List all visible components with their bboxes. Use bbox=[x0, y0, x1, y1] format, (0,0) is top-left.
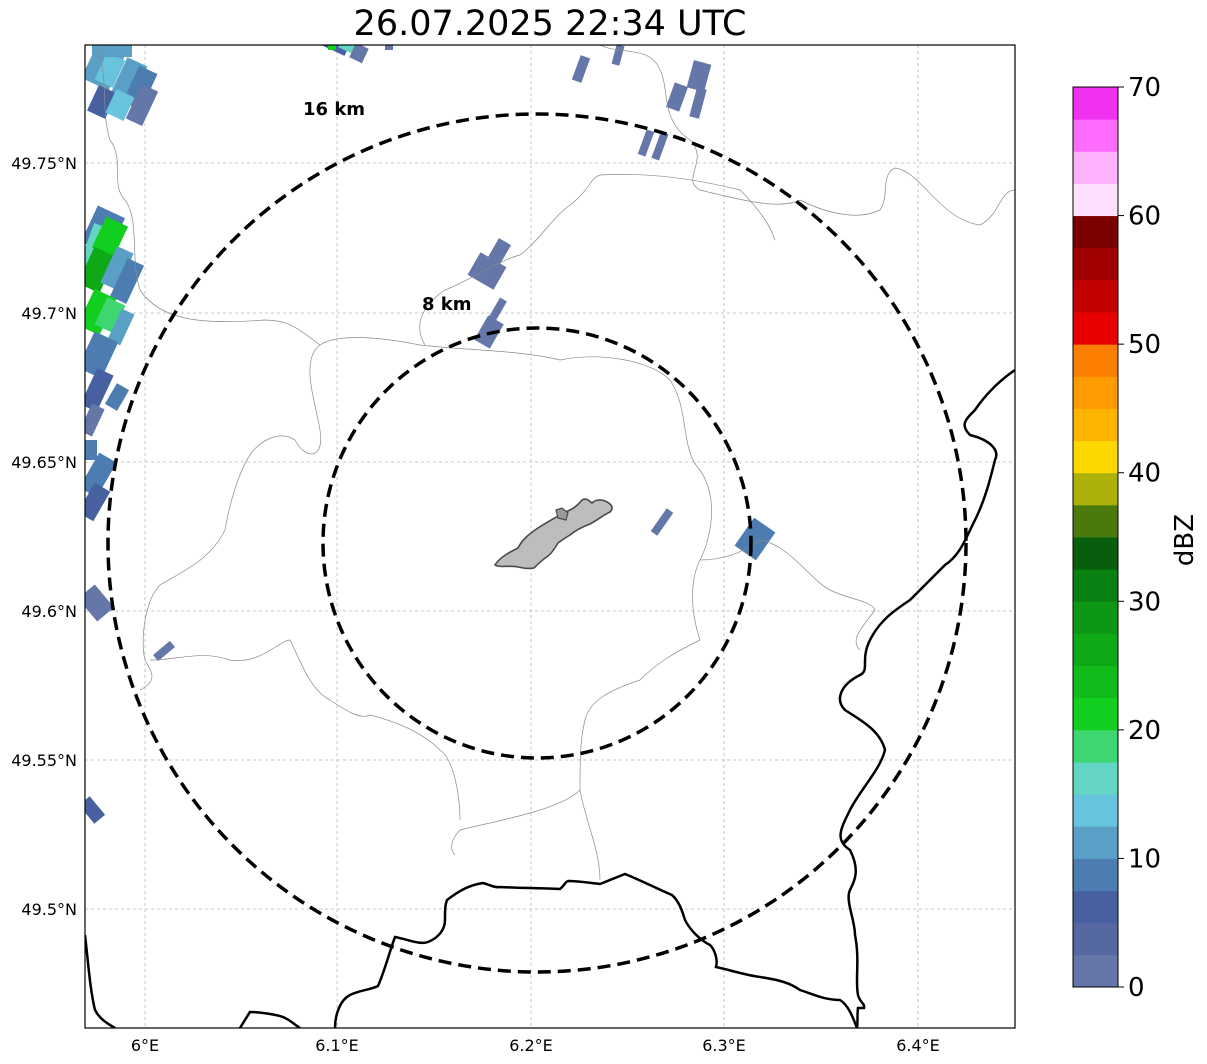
map-frame bbox=[84, 44, 1016, 1029]
colorbar-segment bbox=[1073, 247, 1118, 281]
lat-tick-label: 49.5°N bbox=[21, 900, 77, 919]
range-ring-16km bbox=[106, 112, 968, 974]
map-title: 26.07.2025 22:34 UTC bbox=[353, 4, 747, 44]
colorbar-segment bbox=[1073, 504, 1118, 538]
colorbar-segment bbox=[1073, 858, 1118, 892]
lat-tick-label: 49.6°N bbox=[21, 602, 77, 621]
lat-tick-label: 49.7°N bbox=[21, 304, 77, 323]
colorbar-frame bbox=[1072, 86, 1119, 988]
city-area-detail bbox=[555, 507, 569, 521]
colorbar-segment bbox=[1073, 826, 1118, 859]
colorbar-segment bbox=[1073, 922, 1118, 956]
colorbar-segment bbox=[1073, 440, 1118, 474]
colorbar-segment bbox=[1073, 794, 1118, 827]
colorbar-segment bbox=[1073, 344, 1118, 377]
colorbar-segment bbox=[1073, 697, 1118, 731]
colorbar-label: dBZ bbox=[1170, 514, 1200, 566]
colorbar-tick-label: 20 bbox=[1128, 716, 1161, 746]
colorbar-tick-label: 30 bbox=[1128, 587, 1161, 617]
lon-tick-label: 6.4°E bbox=[896, 1036, 940, 1055]
colorbar-segment bbox=[1073, 633, 1118, 667]
city-area bbox=[493, 498, 613, 570]
lon-tick-label: 6.1°E bbox=[315, 1036, 359, 1055]
colorbar-tick-label: 60 bbox=[1128, 202, 1161, 232]
colorbar-tick-label: 0 bbox=[1128, 973, 1145, 1003]
colorbar-segment bbox=[1073, 183, 1118, 217]
colorbar-ticks: 0 10 20 30 40 50 60 70 bbox=[1118, 73, 1161, 1003]
colorbar-segment bbox=[1073, 312, 1118, 345]
lon-tick-label: 6°E bbox=[131, 1036, 159, 1055]
colorbar bbox=[1073, 87, 1118, 988]
colorbar-segment bbox=[1073, 665, 1118, 699]
lon-tick-label: 6.3°E bbox=[702, 1036, 746, 1055]
colorbar-segment bbox=[1073, 729, 1118, 763]
country-border bbox=[85, 368, 1015, 1028]
colorbar-segment bbox=[1073, 151, 1118, 184]
lat-tick-label: 49.65°N bbox=[11, 453, 77, 472]
lat-tick-label: 49.75°N bbox=[11, 154, 77, 173]
colorbar-segment bbox=[1073, 601, 1118, 634]
radar-echoes bbox=[85, 45, 776, 824]
colorbar-segment bbox=[1073, 376, 1118, 409]
colorbar-segment bbox=[1073, 537, 1118, 570]
colorbar-tick-label: 40 bbox=[1128, 459, 1161, 489]
colorbar-segment bbox=[1073, 954, 1118, 988]
colorbar-segment bbox=[1073, 890, 1118, 924]
colorbar-tick-label: 50 bbox=[1128, 330, 1161, 360]
lon-tick-label: 6.2°E bbox=[509, 1036, 553, 1055]
colorbar-segment bbox=[1073, 472, 1118, 506]
range-ring-8km bbox=[321, 326, 753, 760]
colorbar-segment bbox=[1073, 279, 1118, 313]
gridlines bbox=[85, 45, 1015, 1028]
ring-label-8km: 8 km bbox=[422, 294, 472, 315]
colorbar-tick-label: 70 bbox=[1128, 73, 1161, 103]
lat-tick-label: 49.55°N bbox=[11, 751, 77, 770]
ring-label-16km: 16 km bbox=[303, 99, 365, 120]
colorbar-segment bbox=[1073, 215, 1118, 249]
colorbar-tick-label: 10 bbox=[1128, 844, 1161, 874]
colorbar-segment bbox=[1073, 762, 1118, 795]
colorbar-segment bbox=[1073, 119, 1118, 152]
colorbar-segment bbox=[1073, 87, 1118, 120]
colorbar-segment bbox=[1073, 569, 1118, 602]
colorbar-segment bbox=[1073, 408, 1118, 442]
